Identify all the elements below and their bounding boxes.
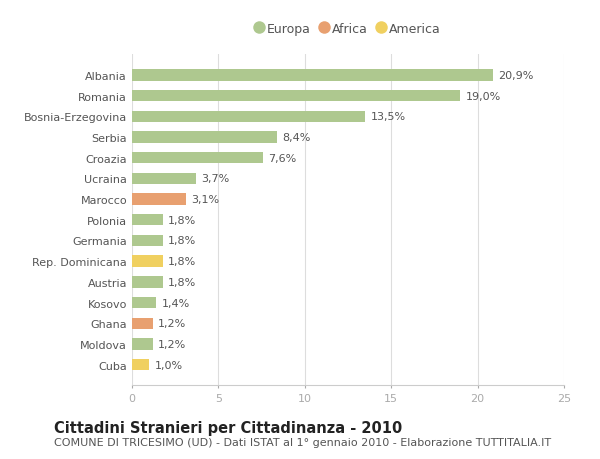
Text: 1,0%: 1,0% <box>154 360 182 370</box>
Bar <box>132 194 185 205</box>
Bar <box>132 91 460 102</box>
Bar <box>132 112 365 123</box>
Text: 1,8%: 1,8% <box>168 236 197 246</box>
Text: 20,9%: 20,9% <box>499 71 534 81</box>
Text: 8,4%: 8,4% <box>283 133 311 143</box>
Bar <box>132 277 163 288</box>
Bar <box>132 235 163 246</box>
Text: 7,6%: 7,6% <box>269 153 297 163</box>
Text: 1,2%: 1,2% <box>158 319 186 329</box>
Text: 3,7%: 3,7% <box>201 174 229 184</box>
Text: Cittadini Stranieri per Cittadinanza - 2010: Cittadini Stranieri per Cittadinanza - 2… <box>54 420 402 435</box>
Bar <box>132 70 493 81</box>
Text: 1,4%: 1,4% <box>161 298 190 308</box>
Legend: Europa, Africa, America: Europa, Africa, America <box>250 18 446 41</box>
Bar <box>132 339 153 350</box>
Bar <box>132 297 156 308</box>
Bar <box>132 174 196 185</box>
Bar <box>132 256 163 267</box>
Text: 1,8%: 1,8% <box>168 257 197 267</box>
Text: 1,8%: 1,8% <box>168 277 197 287</box>
Bar <box>132 215 163 226</box>
Bar <box>132 153 263 164</box>
Text: 1,2%: 1,2% <box>158 339 186 349</box>
Text: COMUNE DI TRICESIMO (UD) - Dati ISTAT al 1° gennaio 2010 - Elaborazione TUTTITAL: COMUNE DI TRICESIMO (UD) - Dati ISTAT al… <box>54 437 551 447</box>
Text: 13,5%: 13,5% <box>370 112 406 122</box>
Bar <box>132 318 153 329</box>
Text: 19,0%: 19,0% <box>466 91 501 101</box>
Text: 1,8%: 1,8% <box>168 215 197 225</box>
Text: 3,1%: 3,1% <box>191 195 219 205</box>
Bar <box>132 132 277 143</box>
Bar <box>132 359 149 370</box>
